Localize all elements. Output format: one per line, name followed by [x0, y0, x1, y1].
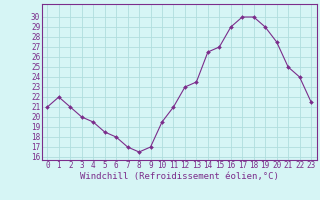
- X-axis label: Windchill (Refroidissement éolien,°C): Windchill (Refroidissement éolien,°C): [80, 172, 279, 181]
